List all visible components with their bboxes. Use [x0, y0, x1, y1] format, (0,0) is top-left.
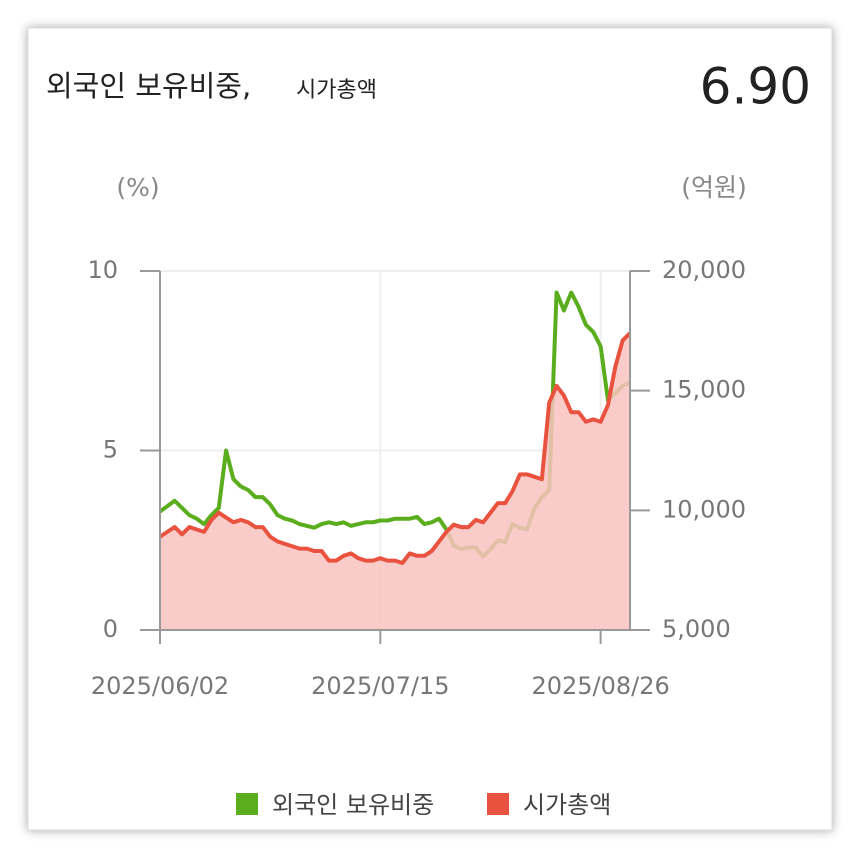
- legend-swatch: [487, 793, 509, 815]
- x-tick-label: 2025/08/26: [531, 672, 669, 700]
- y-tick-label: 5: [103, 436, 118, 464]
- x-tick-label: 2025/07/15: [311, 672, 449, 700]
- y-tick-label: 10: [87, 256, 118, 284]
- legend-label: 시가총액: [523, 791, 611, 819]
- y2-axis-unit: (억원): [681, 173, 747, 202]
- subtitle: 시가총액: [296, 78, 377, 103]
- current-value: 6.90: [700, 58, 811, 116]
- legend-label: 외국인 보유비중: [272, 791, 434, 819]
- area: [160, 333, 630, 630]
- y2-tick-label: 10,000: [662, 495, 746, 523]
- y2-tick-label: 5,000: [662, 615, 731, 643]
- y2-tick-label: 20,000: [662, 256, 746, 284]
- legend-swatch: [236, 793, 258, 815]
- chart: 외국인 보유비중, 시가총액 6.90 (%) (억원) 0 5 10 5,000 10…: [46, 58, 811, 819]
- title: 외국인 보유비중,: [46, 69, 251, 103]
- x-tick-label: 2025/06/02: [91, 672, 229, 700]
- y-axis-unit: (%): [116, 173, 159, 202]
- y-tick-label: 0: [103, 615, 118, 643]
- card: [27, 27, 833, 831]
- line: [158, 331, 632, 565]
- y2-tick-label: 15,000: [662, 376, 746, 404]
